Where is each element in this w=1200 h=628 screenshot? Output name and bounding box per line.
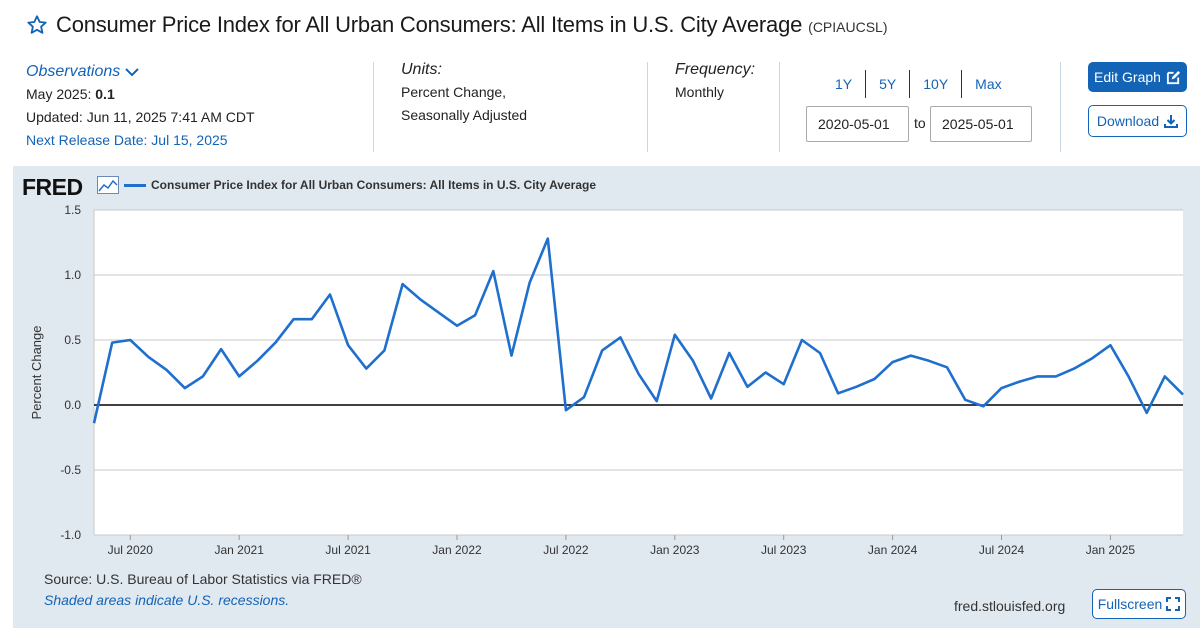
fullscreen-button[interactable]: Fullscreen <box>1092 589 1186 619</box>
x-tick-label: Jan 2024 <box>868 543 918 557</box>
download-icon <box>1164 115 1179 128</box>
range-buttons: 1Y 5Y 10Y Max <box>822 70 1015 98</box>
latest-date: May 2025: <box>26 86 96 102</box>
units-label: Units: <box>401 61 442 78</box>
legend-swatch <box>124 183 146 187</box>
divider <box>373 62 374 152</box>
range-5y-button[interactable]: 5Y <box>865 70 909 98</box>
edit-graph-button[interactable]: Edit Graph <box>1088 62 1187 92</box>
x-tick-label: Jul 2020 <box>108 543 154 557</box>
x-tick-label: Jan 2022 <box>432 543 482 557</box>
units-line2: Seasonally Adjusted <box>401 107 528 123</box>
download-button[interactable]: Download <box>1088 105 1187 137</box>
fred-logo: FRED <box>22 174 83 200</box>
chart-legend: Consumer Price Index for All Urban Consu… <box>124 178 596 192</box>
fullscreen-label: Fullscreen <box>1097 596 1163 612</box>
source-text: Source: U.S. Bureau of Labor Statistics … <box>44 571 362 587</box>
y-tick-label: 0.0 <box>64 398 81 412</box>
end-date-input[interactable]: 2025-05-01 <box>930 106 1032 142</box>
start-date-input[interactable]: 2020-05-01 <box>806 106 909 142</box>
fred-url[interactable]: fred.stlouisfed.org <box>954 598 1066 614</box>
divider <box>1060 62 1061 152</box>
legend-label: Consumer Price Index for All Urban Consu… <box>151 178 596 192</box>
x-tick-label: Jan 2021 <box>215 543 265 557</box>
y-tick-label: 1.0 <box>64 268 81 282</box>
y-tick-label: -1.0 <box>60 528 81 542</box>
y-tick-label: 1.5 <box>64 203 81 217</box>
range-max-button[interactable]: Max <box>961 70 1014 98</box>
download-label: Download <box>1096 113 1160 129</box>
divider <box>779 62 780 152</box>
fullscreen-icon <box>1166 597 1181 611</box>
x-tick-label: Jul 2022 <box>543 543 589 557</box>
observations-toggle[interactable]: Observations <box>26 60 255 83</box>
page-title: Consumer Price Index for All Urban Consu… <box>56 12 803 37</box>
range-1y-button[interactable]: 1Y <box>835 76 853 92</box>
observations-block: Observations May 2025: 0.1 Updated: Jun … <box>26 60 255 152</box>
x-tick-label: Jul 2024 <box>979 543 1025 557</box>
frequency-label: Frequency: <box>675 61 756 78</box>
edit-icon <box>1166 70 1181 84</box>
x-tick-label: Jul 2023 <box>761 543 807 557</box>
latest-observation: May 2025: 0.1 <box>26 83 255 106</box>
units-line1: Percent Change, <box>401 84 507 100</box>
next-release-link[interactable]: Next Release Date: Jul 15, 2025 <box>26 132 228 148</box>
y-tick-label: 0.5 <box>64 333 81 347</box>
title-row: Consumer Price Index for All Urban Consu… <box>26 10 888 40</box>
y-axis-label: Percent Change <box>29 326 44 420</box>
frequency-value: Monthly <box>675 84 725 100</box>
divider <box>647 62 648 152</box>
x-tick-label: Jan 2025 <box>1086 543 1136 557</box>
line-chart-icon <box>97 176 119 194</box>
chevron-down-icon <box>125 67 139 76</box>
edit-graph-label: Edit Graph <box>1094 69 1161 85</box>
recession-note: Shaded areas indicate U.S. recessions. <box>44 592 290 608</box>
units-block: Units: Percent Change, Seasonally Adjust… <box>401 58 527 127</box>
range-10y-button[interactable]: 10Y <box>909 70 961 98</box>
series-id: (CPIAUCSL) <box>808 19 888 35</box>
latest-value: 0.1 <box>95 86 115 102</box>
to-label: to <box>914 115 926 131</box>
x-tick-label: Jan 2023 <box>650 543 700 557</box>
x-tick-label: Jul 2021 <box>325 543 371 557</box>
frequency-block: Frequency: Monthly <box>675 58 755 104</box>
observations-label: Observations <box>26 63 121 80</box>
star-icon[interactable] <box>26 14 48 36</box>
updated-text: Updated: Jun 11, 2025 7:41 AM CDT <box>26 109 255 125</box>
y-tick-label: -0.5 <box>60 463 81 477</box>
